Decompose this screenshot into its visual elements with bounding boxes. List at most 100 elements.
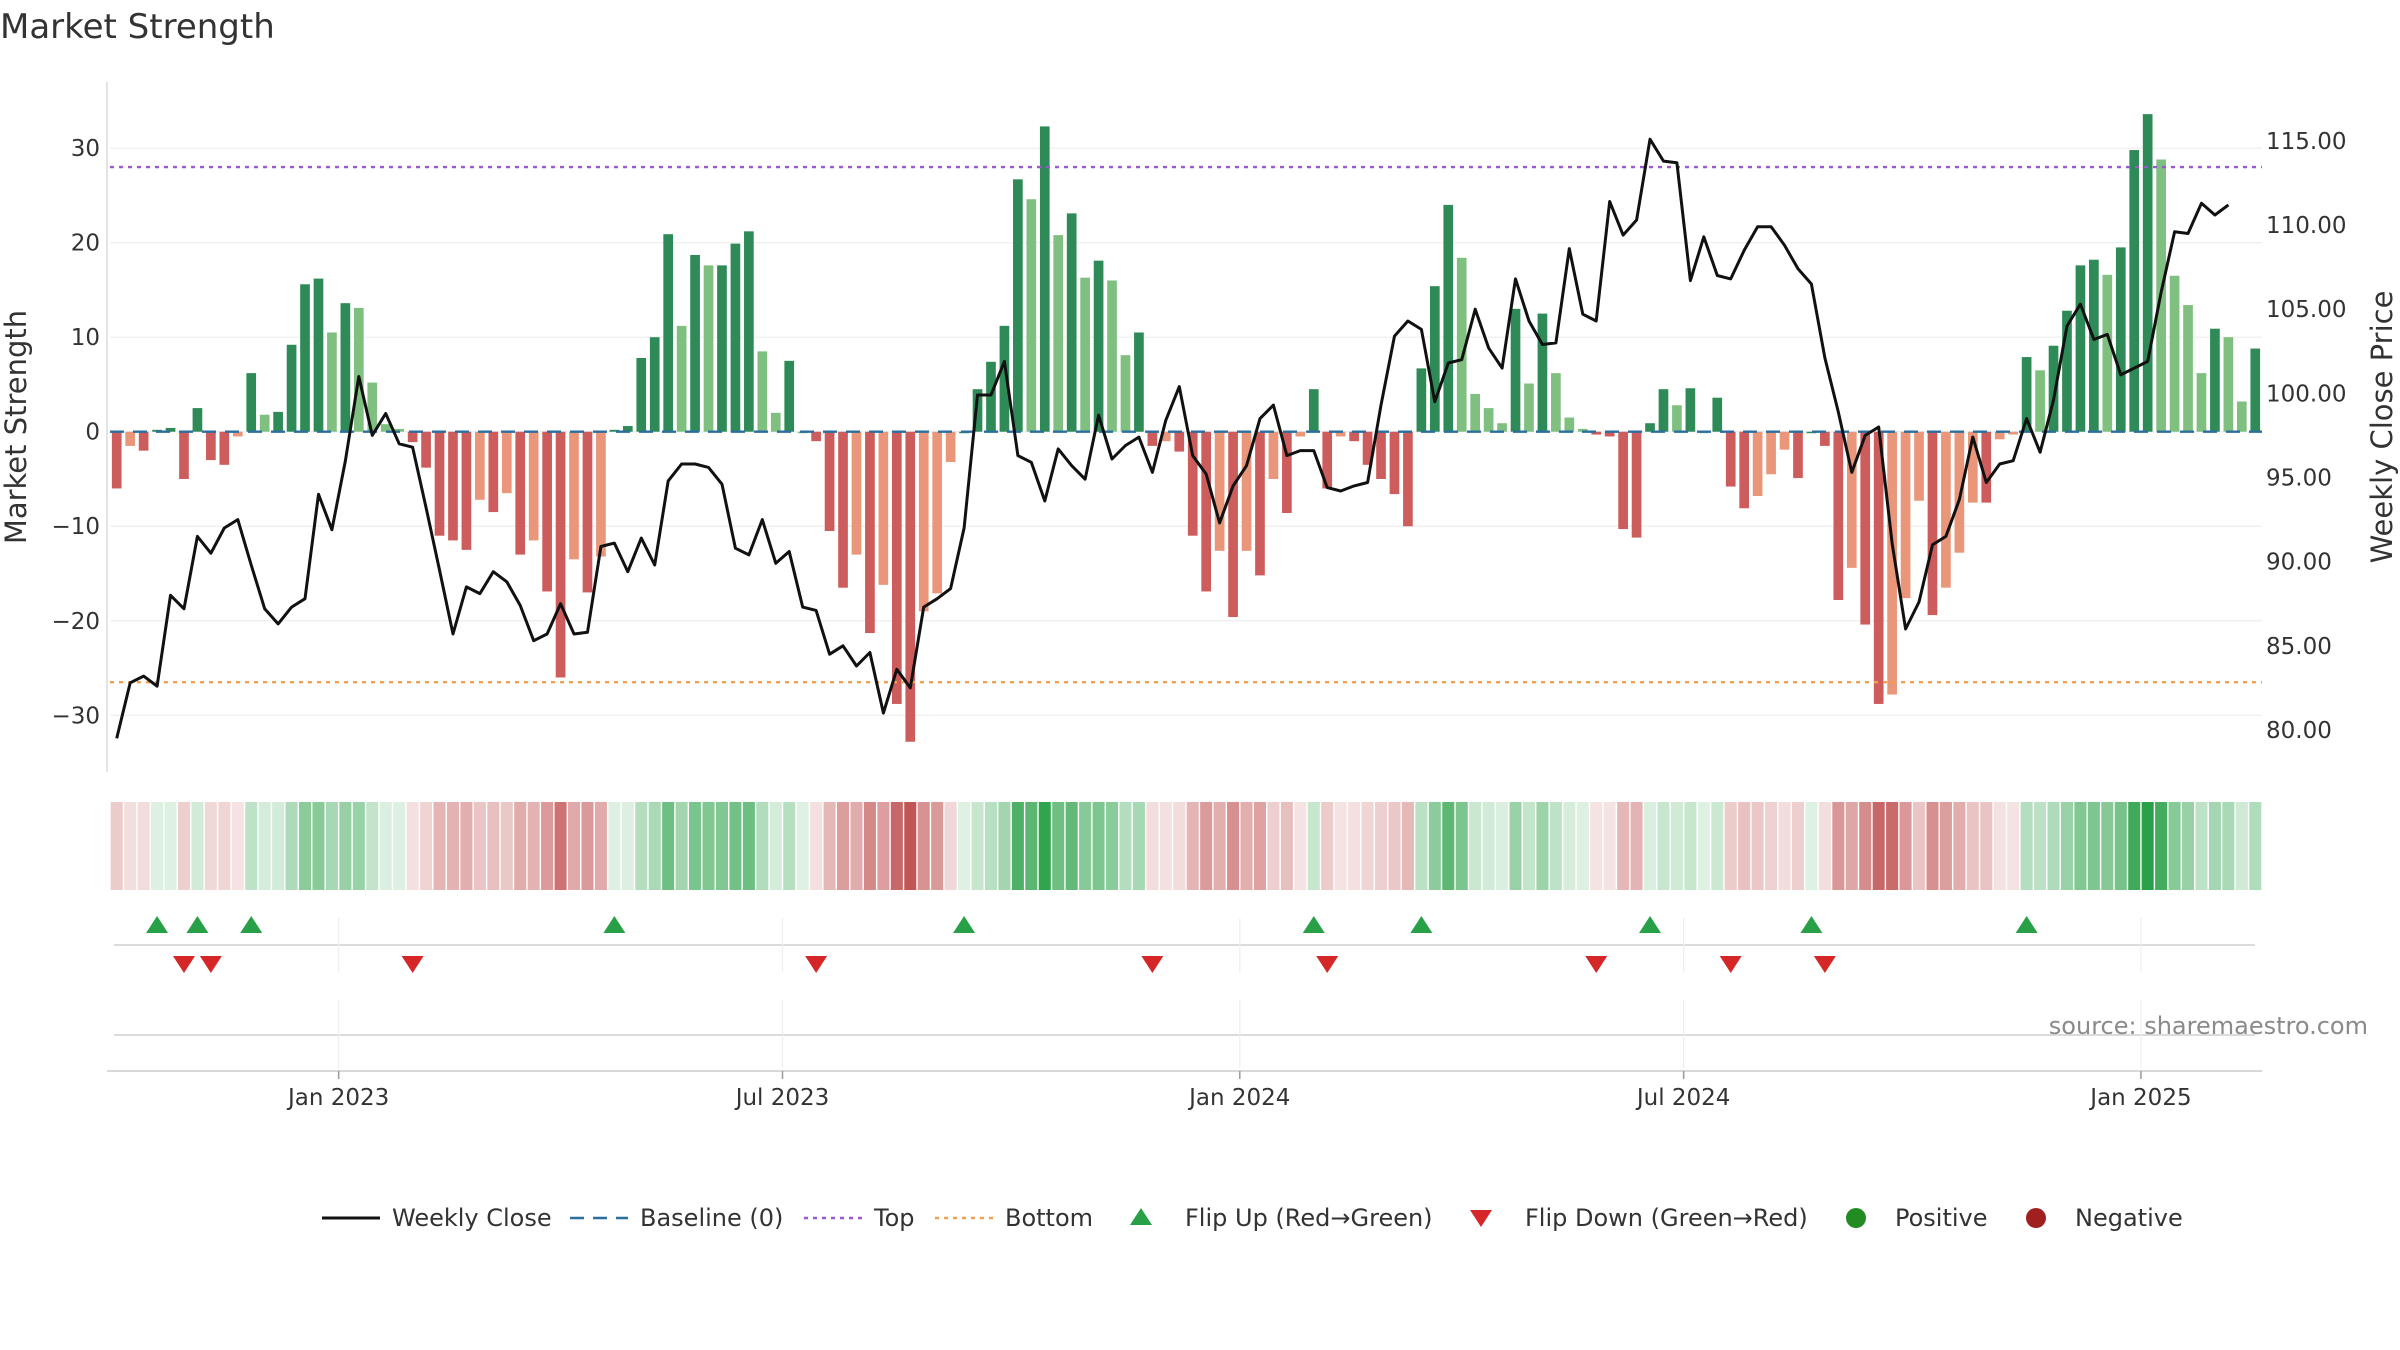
heat-cell (406, 802, 419, 890)
heat-cell (218, 802, 231, 890)
strength-bar (407, 431, 418, 443)
strength-bar (1981, 431, 1992, 503)
heat-cell (2007, 802, 2020, 890)
strength-bar (1362, 431, 1373, 465)
heat-cell (1186, 802, 1199, 890)
heat-cell (1832, 802, 1845, 890)
heat-cell (258, 802, 271, 890)
heat-cell (1791, 802, 1804, 890)
heat-cell (1428, 802, 1441, 890)
heat-cell (1065, 802, 1078, 890)
strength-bar (421, 431, 431, 468)
strength-bars (111, 114, 2261, 742)
strength-bar (1147, 431, 1158, 446)
strength-bar (636, 358, 647, 432)
strength-bar (1551, 373, 1561, 432)
strength-bar (2062, 310, 2072, 432)
strength-bar (475, 431, 485, 500)
heat-cell (648, 802, 661, 890)
legend-label: Bottom (1005, 1204, 1093, 1232)
strength-bar (1685, 388, 1696, 432)
x-axis-ticks: Jan 2023 Jul 2023 Jan 2024 Jul 2024 Jan 2025… (286, 1071, 2192, 1111)
heat-cell (1805, 802, 1818, 890)
strength-bar (2196, 373, 2207, 432)
flip-down-marker (805, 956, 828, 973)
heat-cell (1549, 802, 1562, 890)
heat-cell (931, 802, 944, 890)
strength-bar (340, 303, 351, 432)
heat-cell (151, 802, 164, 890)
strength-bar (1376, 431, 1386, 479)
heat-cell (110, 802, 123, 890)
strength-bar (273, 411, 283, 432)
strength-bar (2223, 337, 2234, 432)
strength-bar (232, 431, 243, 437)
flip-down-marker (1141, 956, 1164, 973)
heat-cell (1052, 802, 1065, 890)
strength-bar (1201, 431, 1212, 592)
legend-label: Positive (1895, 1204, 1988, 1232)
strength-bar (1268, 431, 1279, 479)
heat-cell (1294, 802, 1307, 890)
strength-bar (1873, 431, 1884, 704)
negative-circle-icon (2026, 1208, 2046, 1228)
strength-bar (1927, 431, 1938, 616)
heat-cell (1644, 802, 1657, 890)
heat-cell (1119, 802, 1132, 890)
strength-bar (986, 361, 996, 432)
strength-bar (2142, 114, 2153, 432)
heat-cell (339, 802, 352, 890)
heat-cell (958, 802, 971, 890)
heat-cell (1765, 802, 1778, 890)
strength-bar (703, 265, 714, 432)
strength-bar (1174, 431, 1185, 452)
heat-cell (581, 802, 594, 890)
strength-bar (286, 344, 297, 432)
strength-bar (918, 431, 929, 612)
heat-cell (877, 802, 890, 890)
right-tick-label: 95.00 (2266, 465, 2332, 491)
bottom-panel (107, 1000, 2262, 1072)
heat-cell (312, 802, 325, 890)
heat-cell (1415, 802, 1428, 890)
strength-bar (165, 427, 176, 432)
heat-cell (177, 802, 190, 890)
strength-bar (596, 431, 606, 557)
strength-bar (2008, 431, 2019, 435)
flip-down-marker (1316, 956, 1339, 973)
strength-bar (179, 431, 189, 479)
strength-bar (2250, 348, 2261, 432)
strength-bar (2075, 265, 2086, 432)
strength-bar (1779, 431, 1790, 450)
strength-bar (1282, 431, 1292, 514)
heat-cell (460, 802, 473, 890)
strength-bar (1013, 179, 1023, 432)
chart-title: Market Strength (0, 7, 275, 47)
strength-bar (1066, 213, 1077, 432)
heat-cell (541, 802, 554, 890)
heat-cell (352, 802, 365, 890)
heat-cell (2182, 802, 2195, 890)
strength-bar (515, 431, 526, 555)
heat-cell (204, 802, 217, 890)
right-tick-label: 85.00 (2266, 634, 2332, 660)
strength-bar (1793, 431, 1803, 479)
heat-cell (1778, 802, 1791, 890)
strength-bar (1833, 431, 1844, 600)
heat-cell (299, 802, 312, 890)
heat-cell (1818, 802, 1831, 890)
strength-bar (313, 278, 324, 432)
strength-bar (865, 431, 875, 634)
flip-up-marker (1302, 916, 1325, 933)
strength-bar (1510, 308, 1521, 432)
flip-down-marker (199, 956, 222, 973)
right-tick-label: 100.00 (2266, 381, 2346, 407)
flip-down-marker (172, 956, 195, 973)
strength-bar (1255, 431, 1265, 576)
strength-bar (353, 307, 364, 432)
heat-cell (594, 802, 607, 890)
heat-cell (1751, 802, 1764, 890)
flip-down-marker (1719, 956, 1742, 973)
heat-cell (689, 802, 702, 890)
